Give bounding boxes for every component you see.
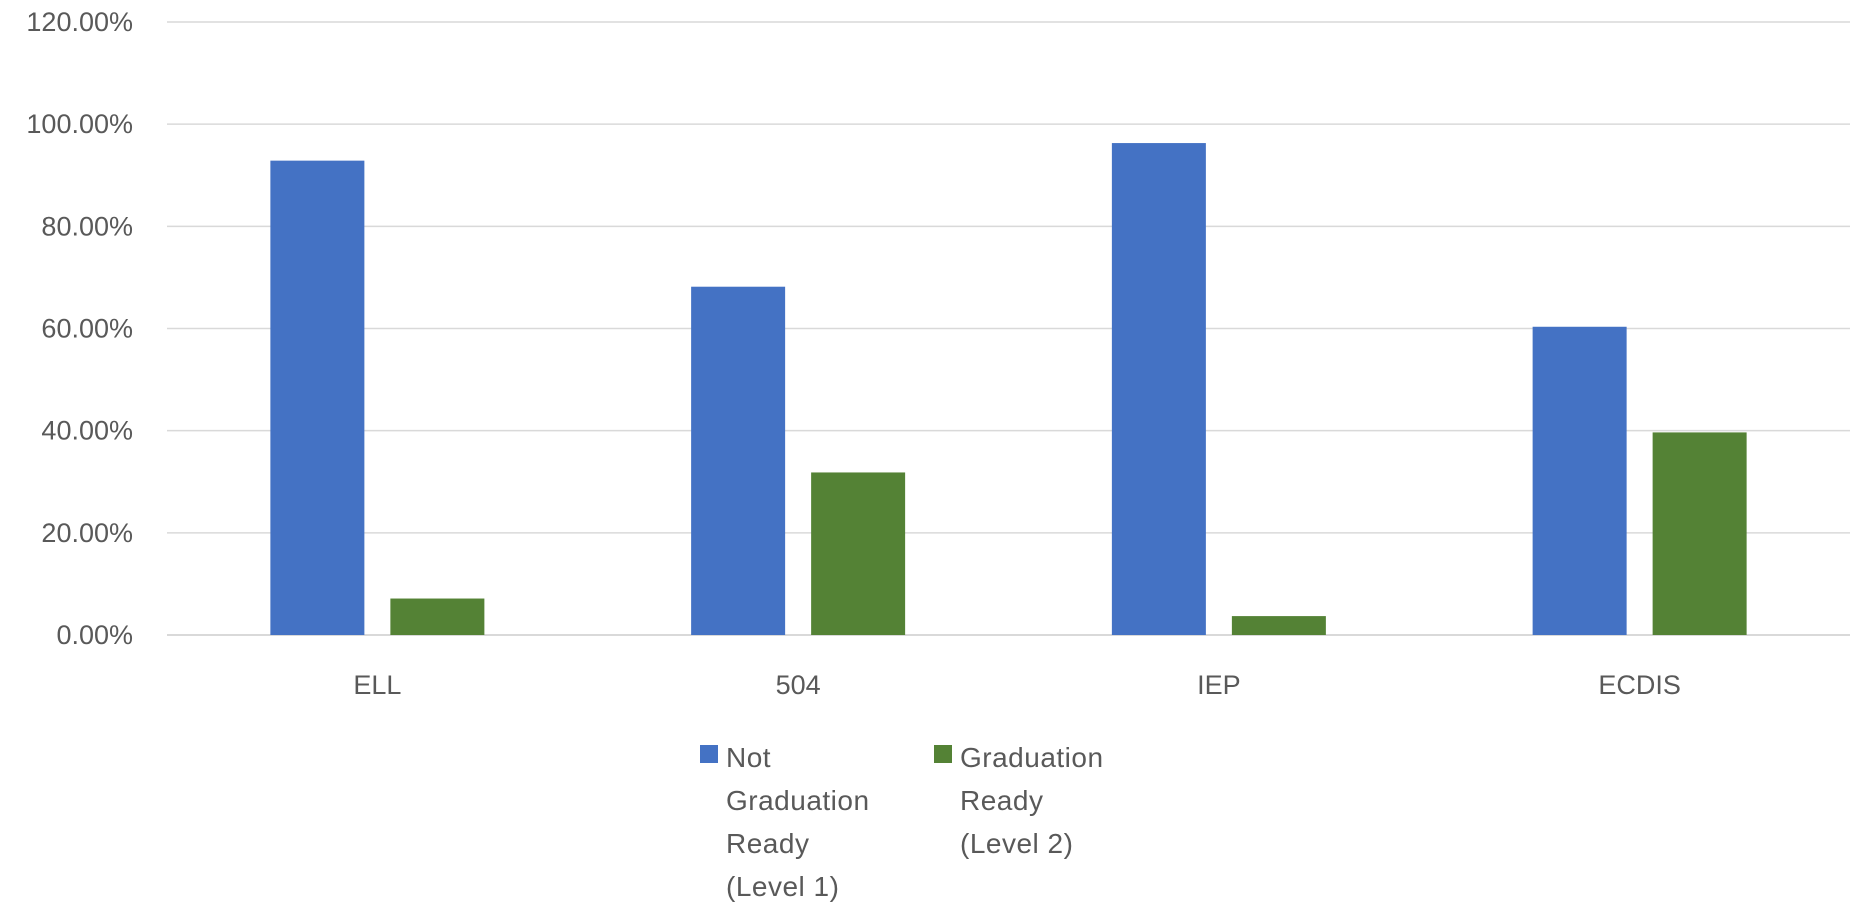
y-tick-label: 0.00%: [56, 620, 133, 650]
x-tick-label: ECDIS: [1598, 670, 1681, 700]
y-tick-label: 20.00%: [41, 518, 133, 548]
legend-swatch-graduation-ready: [934, 745, 952, 763]
legend-label-graduation-ready: Graduation Ready (Level 2): [960, 742, 1104, 859]
y-tick-label: 60.00%: [41, 314, 133, 344]
bars: [270, 143, 1747, 635]
legend-label-not-graduation-ready: Not Graduation Ready (Level 1): [726, 742, 870, 902]
bar-chart: 0.00% 20.00% 40.00% 60.00% 80.00% 100.00% 120.…: [26, 7, 1850, 700]
bar-iep-series-2: [1231, 616, 1326, 635]
legend-item-not-graduation-ready: Not Graduation Ready (Level 1): [700, 736, 896, 908]
bar-ecdis-series-2: [1652, 432, 1747, 635]
bar-iep-series-1: [1111, 143, 1206, 635]
bar-ell-series-2: [390, 598, 485, 635]
y-axis-tick-labels: 0.00% 20.00% 40.00% 60.00% 80.00% 100.00% 120.…: [26, 7, 133, 650]
legend-swatch-not-graduation-ready: [700, 745, 718, 763]
x-axis-tick-labels: ELL 504 IEP ECDIS: [353, 670, 1681, 700]
y-tick-label: 100.00%: [26, 109, 133, 139]
bar-504-series-1: [691, 286, 786, 635]
legend: Not Graduation Ready (Level 1) Graduatio…: [700, 736, 1130, 908]
x-tick-label: 504: [776, 670, 821, 700]
bar-ecdis-series-1: [1532, 326, 1627, 635]
x-tick-label: IEP: [1197, 670, 1241, 700]
bar-504-series-2: [811, 472, 906, 635]
y-tick-label: 80.00%: [41, 211, 133, 241]
y-tick-label: 40.00%: [41, 416, 133, 446]
x-tick-label: ELL: [353, 670, 401, 700]
y-tick-label: 120.00%: [26, 7, 133, 37]
bar-ell-series-1: [270, 160, 365, 635]
legend-item-graduation-ready: Graduation Ready (Level 2): [934, 736, 1130, 908]
